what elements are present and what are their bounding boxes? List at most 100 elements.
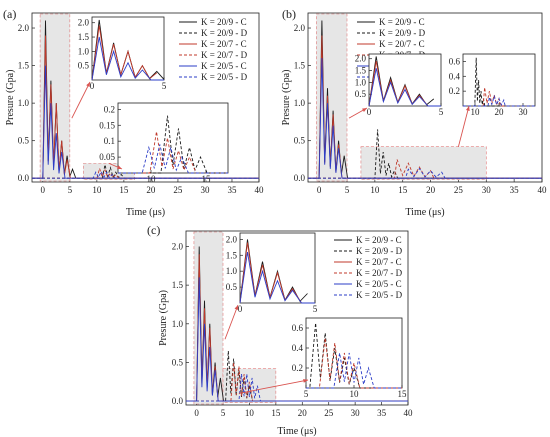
x-tick-label: 35 [510,185,520,195]
y-tick-label: 0.1 [104,136,115,146]
zoom-region-late [360,146,487,181]
y-tick-label: 0.15 [99,120,115,130]
y-tick-label: 1.0 [78,46,90,56]
x-tick-label: 0 [238,304,243,314]
x-tick-label: 5 [304,389,309,399]
series-line-0 [186,246,408,402]
x-tick-label: 5 [162,81,167,91]
y-tick-label: 0.2 [449,86,460,96]
x-tick-label: 0 [194,408,199,418]
legend-entry: K = 20/5 - D [356,290,403,300]
x-tick-label: 30 [482,185,492,195]
series-line-3 [32,166,259,179]
y-tick-label: 1.5 [294,61,306,71]
x-tick-label: 15 [119,185,129,195]
inset-0: 0 5 0.5 1.0 1.5 2.0 [78,16,167,91]
x-tick-label: 15 [398,185,408,195]
x-tick-label: 10 [147,174,157,184]
panel-0: (a) 0 5 10 15 20 25 30 35 40 0.0 0.5 1.0 1.5 2.0 Time (… [3,7,264,218]
series-line-4 [32,65,259,179]
y-tick-label: 1.0 [172,319,184,329]
inset-1: 10 20 30 0.2 0.4 0.6 [449,53,536,117]
y-tick-label: 1.0 [294,98,306,108]
x-tick-label: 20 [495,107,505,117]
series-line-5 [32,170,259,179]
y-tick-label: 0.5 [172,357,184,367]
zoom-arrow-head [234,305,239,310]
legend: K = 20/9 - CK = 20/9 - DK = 20/7 - CK = … [334,235,403,300]
x-axis-label: Time (μs) [405,207,444,218]
y-tick-label: 0.2 [104,104,115,114]
inset-1: 10 15 0.05 0.1 0.15 0.2 [99,102,229,184]
inset-frame [239,232,316,304]
x-tick-label: 30 [519,107,529,117]
inset-series-line-5 [306,352,402,389]
legend-entry: K = 20/7 - C [356,257,402,267]
zoom-arrow-head [465,106,470,111]
inset-series-line-4 [91,36,164,81]
legend-entry: K = 20/7 - D [201,50,248,60]
y-tick-label: 1.5 [226,250,238,260]
inset-frame [305,317,403,389]
y-tick-label: 0.2 [292,363,303,373]
x-tick-label: 15 [398,389,408,399]
x-tick-label: 25 [324,408,334,418]
series-line-3 [186,362,408,402]
y-tick-label: 0.05 [99,152,115,162]
zoom-arrow-line [71,81,91,119]
panel-2: (c) 0 5 10 15 20 25 30 35 40 0.0 0.5 1.0 1.5 2.0 Time (… [147,223,413,437]
y-tick-label: 2.0 [78,18,90,28]
inset-0: 0 50.51.01.52.0 [355,53,444,117]
x-tick-label: 30 [351,408,361,418]
y-tick-label: 2.0 [18,23,30,33]
y-tick-label: 2.0 [355,54,367,64]
x-tick-label: 25 [173,185,183,195]
y-tick-label: 0.5 [78,61,90,71]
x-tick-label: 0 [90,81,95,91]
series-line-0 [308,20,542,179]
x-tick-label: 15 [202,174,212,184]
y-tick-label: 0.5 [226,282,238,292]
zoom-arrow-line [224,304,239,340]
y-tick-label: 1.0 [226,266,238,276]
y-tick-label: 0.4 [292,343,304,353]
x-axis-label: Time (μs) [277,426,316,437]
panel-label: (b) [282,7,296,21]
x-tick-label: 10 [350,389,360,399]
x-tick-label: 30 [200,185,210,195]
x-tick-label: 20 [298,408,308,418]
zoom-region-late [222,368,277,403]
y-tick-label: 2.0 [172,241,184,251]
x-tick-label: 0 [367,107,372,117]
y-axis-label: Presure (Gpa) [158,290,169,346]
y-tick-label: 0.5 [294,136,306,146]
inset-series-line-2 [239,242,315,304]
zoom-arrow-head [86,82,90,87]
x-tick-label: 20 [146,185,156,195]
series-line-4 [308,58,542,179]
x-tick-label: 25 [454,185,464,195]
x-tick-label: 40 [404,408,414,418]
x-tick-label: 10 [370,185,380,195]
y-tick-label: 1.0 [18,98,30,108]
series-line-4 [186,277,408,402]
series-line-2 [32,35,259,179]
y-tick-label: 1.5 [172,280,184,290]
x-tick-label: 5 [313,304,318,314]
inset-series-line-1 [306,322,402,389]
legend-entry: K = 20/9 - C [356,235,402,245]
y-tick-label: 1.5 [355,66,367,76]
y-tick-label: 0.0 [18,173,30,183]
x-tick-label: 5 [439,107,444,117]
x-tick-label: 15 [271,408,281,418]
inset-frame [91,16,165,81]
zoom-arrow-line [238,379,309,394]
legend-entry: K = 20/7 - D [356,268,403,278]
y-axis-label: Presure (Gpa) [281,70,292,126]
x-tick-label: 10 [245,408,255,418]
inset-series-line-1 [118,115,228,174]
y-tick-label: 1.0 [355,77,367,87]
legend-entry: K = 20/7 - C [201,39,247,49]
y-tick-label: 1.5 [78,32,90,42]
